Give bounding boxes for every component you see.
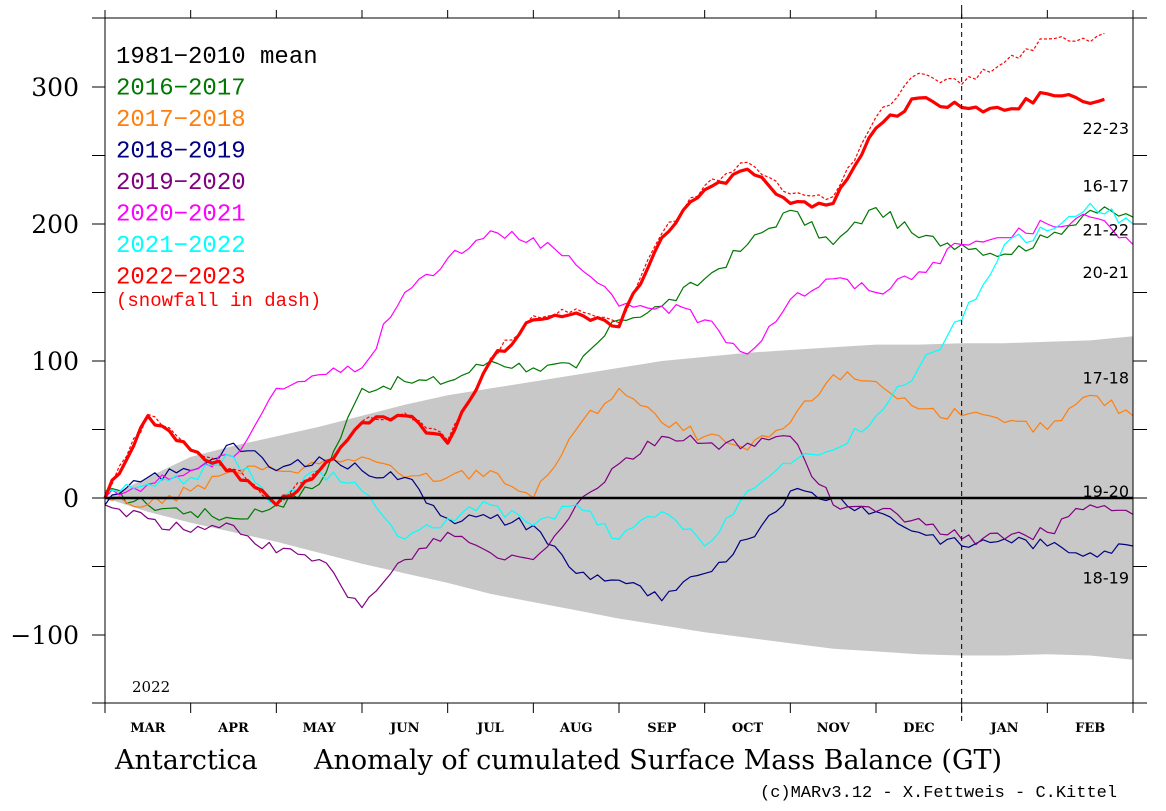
legend: 1981−2010 mean 2016−2017 2017−2018 2018−201…: [116, 44, 321, 312]
legend-item: 2017−2018: [116, 107, 246, 134]
axes-layer: MAR APR MAY JUN JUL AUG SEP OCT NOV DEC JAN FEB 300 2…: [10, 5, 1147, 736]
month-label-dec: DEC: [903, 721, 935, 736]
y-tick-label: 300: [31, 73, 79, 102]
end-labels: 22-23 16-17 21-22 20-21 17-18 19-20 18-19: [1083, 119, 1130, 587]
month-label-jun: JUN: [389, 721, 419, 736]
end-label: 16-17: [1083, 177, 1130, 196]
y-tick-label: 100: [31, 347, 79, 376]
legend-item: 2016−2017: [116, 76, 246, 103]
legend-item: 2019−2020: [116, 170, 246, 197]
chart-title: Anomaly of cumulated Surface Mass Balanc…: [313, 745, 1002, 776]
month-label-aug: AUG: [559, 721, 593, 736]
month-label-may: MAY: [303, 721, 337, 736]
end-label: 22-23: [1083, 119, 1130, 138]
month-label-sep: SEP: [647, 721, 676, 736]
month-label-jul: JUL: [476, 721, 504, 736]
series-line-2022-2023-snowfall: [104, 32, 1105, 505]
legend-item: 2021−2022: [116, 233, 246, 260]
credit-text: (c)MARv3.12 - X.Fettweis - C.Kittel: [760, 784, 1117, 803]
month-label-oct: OCT: [732, 721, 764, 736]
year-label: 2022: [132, 678, 170, 696]
month-label-nov: NOV: [817, 721, 851, 736]
end-label: 17-18: [1083, 368, 1130, 387]
legend-item: 2022−2023: [116, 265, 246, 292]
series-line-2022-2023: [103, 91, 1105, 507]
end-label: 20-21: [1083, 263, 1130, 282]
y-tick-label: 200: [31, 210, 79, 239]
month-label-jan: JAN: [989, 721, 1018, 736]
legend-note: (snowfall in dash): [116, 290, 321, 312]
series-line-2020-2021: [104, 213, 1134, 499]
end-label: 21-22: [1083, 220, 1130, 239]
month-label-apr: APR: [217, 721, 249, 736]
legend-item: 2020−2021: [116, 202, 246, 229]
region-title: Antarctica: [114, 745, 258, 776]
month-label-feb: FEB: [1075, 721, 1105, 736]
end-label: 19-20: [1083, 482, 1130, 501]
legend-item: 1981−2010 mean: [116, 44, 318, 71]
legend-item: 2018−2019: [116, 139, 246, 166]
y-tick-label: 0: [63, 484, 79, 513]
end-label: 18-19: [1083, 568, 1130, 587]
y-tick-label: −100: [10, 621, 79, 650]
month-label-mar: MAR: [130, 721, 165, 736]
